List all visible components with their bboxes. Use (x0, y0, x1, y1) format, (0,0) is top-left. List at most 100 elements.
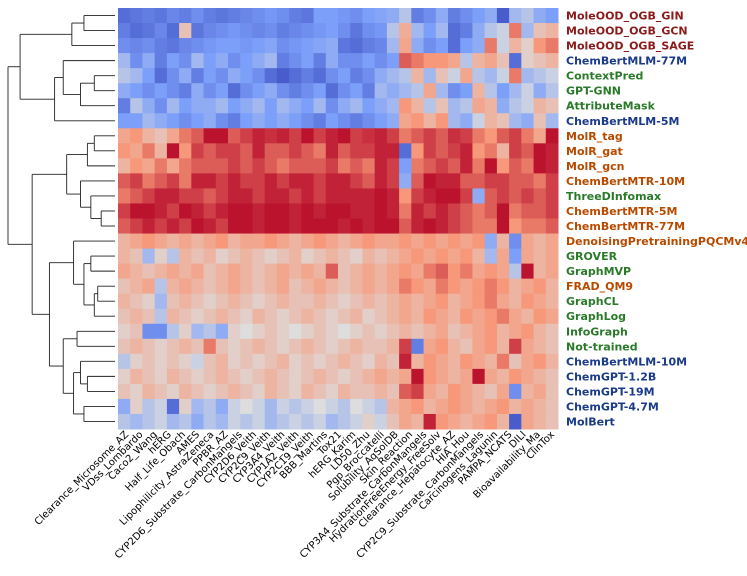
heatmap-cell (386, 143, 400, 159)
heatmap-cell (399, 173, 412, 189)
heatmap-cell (264, 98, 278, 114)
heatmap-cell (350, 338, 363, 355)
heatmap-cell (166, 173, 180, 189)
heatmap-cell (154, 23, 168, 39)
heatmap-cell (240, 113, 253, 129)
heatmap-cell (325, 173, 339, 189)
heatmap-cell (240, 338, 253, 355)
heatmap-cell (154, 278, 168, 295)
heatmap-cell (411, 233, 425, 250)
heatmap-cell (362, 278, 376, 295)
heatmap-cell (154, 188, 168, 204)
heatmap-cell (350, 23, 363, 39)
heatmap-cell (533, 323, 547, 340)
heatmap-cell (264, 203, 278, 219)
heatmap-cell (154, 113, 168, 129)
heatmap-cell (179, 368, 192, 385)
heatmap-cell (399, 143, 412, 159)
heatmap-cell (374, 338, 388, 355)
heatmap-cell (203, 263, 217, 280)
heatmap-cell (411, 8, 425, 24)
heatmap-cell (374, 188, 388, 204)
heatmap-cell (142, 353, 156, 370)
heatmap-cell (289, 353, 302, 370)
heatmap-cell (264, 218, 278, 235)
heatmap-cell (350, 128, 363, 144)
heatmap-cell (142, 158, 156, 174)
heatmap-cell (435, 233, 449, 250)
heatmap-cell (509, 323, 522, 340)
heatmap-cell (301, 38, 315, 54)
heatmap-cell (130, 38, 143, 54)
heatmap-cell (521, 308, 535, 325)
heatmap-cell (215, 203, 229, 219)
heatmap-cell (521, 53, 535, 69)
heatmap-cell (460, 233, 473, 250)
heatmap-cell (228, 98, 241, 114)
heatmap-cell (228, 353, 241, 370)
heatmap-cell (240, 323, 253, 340)
heatmap-cell (399, 203, 412, 219)
heatmap-cell (484, 413, 498, 430)
heatmap-cell (252, 398, 266, 415)
heatmap-cell (448, 128, 461, 144)
heatmap-cell (166, 188, 180, 204)
heatmap-cell (448, 398, 461, 415)
heatmap-cell (154, 413, 168, 430)
heatmap-cell (521, 98, 535, 114)
heatmap-cell (276, 143, 290, 159)
heatmap-cell (179, 98, 192, 114)
heatmap-cell (313, 308, 327, 325)
heatmap-cell (423, 188, 437, 204)
heatmap-cell (338, 113, 351, 129)
heatmap-cell (191, 353, 205, 370)
heatmap-cell (264, 368, 278, 385)
heatmap-cell (191, 338, 205, 355)
heatmap-cell (313, 248, 327, 265)
heatmap-cell (313, 353, 327, 370)
heatmap-cell (423, 368, 437, 385)
heatmap-cell (325, 113, 339, 129)
heatmap-cell (460, 368, 473, 385)
heatmap-cell (496, 293, 510, 310)
heatmap-cell (252, 308, 266, 325)
heatmap-cell (228, 218, 241, 235)
heatmap-cell (399, 218, 412, 235)
heatmap-cell (264, 68, 278, 84)
heatmap-cell (191, 38, 205, 54)
heatmap-cell (276, 278, 290, 295)
heatmap-cell (228, 323, 241, 340)
heatmap-cell (252, 323, 266, 340)
heatmap-cell (472, 98, 486, 114)
heatmap-cell (423, 248, 437, 265)
heatmap-cell (203, 338, 217, 355)
heatmap-cell (509, 413, 522, 430)
heatmap-cell (533, 233, 547, 250)
heatmap-cell (289, 38, 302, 54)
heatmap-cell (374, 413, 388, 430)
heatmap-cell (435, 188, 449, 204)
heatmap-cell (179, 68, 192, 84)
heatmap-cell (301, 158, 315, 174)
heatmap-cell (179, 278, 192, 295)
heatmap-cell (276, 128, 290, 144)
heatmap-cell (399, 23, 412, 39)
heatmap-cell (460, 383, 473, 400)
heatmap-cell (130, 413, 143, 430)
heatmap-cell (521, 233, 535, 250)
heatmap-cell (448, 68, 461, 84)
heatmap-cell (313, 338, 327, 355)
heatmap-cell (325, 368, 339, 385)
heatmap-cell (179, 23, 192, 39)
heatmap-cell (496, 308, 510, 325)
heatmap-cell (154, 293, 168, 310)
heatmap-cell (301, 8, 315, 24)
heatmap-cell (496, 413, 510, 430)
heatmap-cell (191, 293, 205, 310)
heatmap-cell (166, 248, 180, 265)
heatmap-cell (399, 53, 412, 69)
heatmap-cell (130, 98, 143, 114)
heatmap-cell (325, 263, 339, 280)
heatmap-cell (240, 53, 253, 69)
heatmap-cell (362, 308, 376, 325)
